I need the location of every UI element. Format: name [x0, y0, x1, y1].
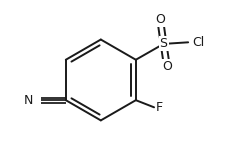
Text: S: S — [160, 37, 168, 50]
Text: F: F — [156, 101, 163, 114]
Text: Cl: Cl — [192, 36, 204, 49]
Text: O: O — [162, 60, 172, 73]
Text: O: O — [155, 13, 165, 26]
Text: N: N — [23, 94, 33, 107]
